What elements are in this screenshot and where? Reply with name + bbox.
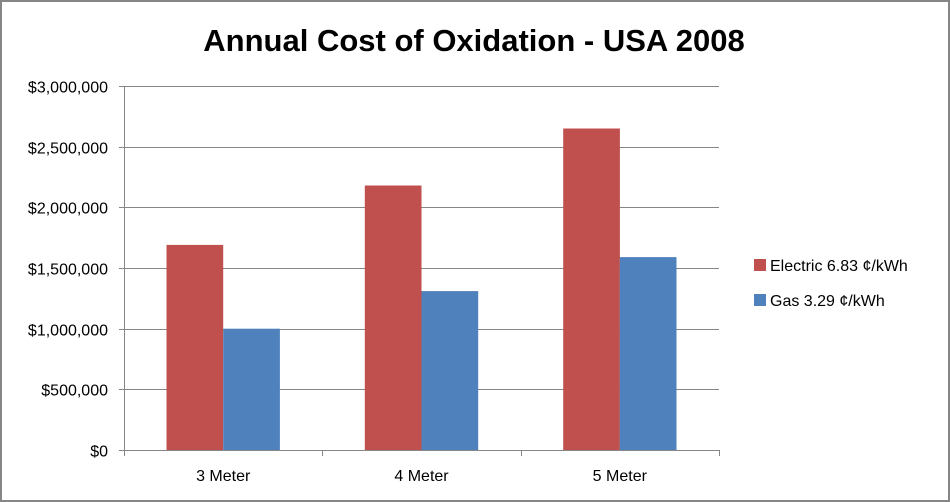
x-tick-label: 5 Meter [593, 468, 648, 485]
y-tick-label: $3,000,000 [28, 80, 108, 97]
chart-title: Annual Cost of Oxidation - USA 2008 [203, 23, 744, 58]
y-axis-tick-labels: $0 $500,000 $1,000,000 $1,500,000 $2,000,000… [28, 80, 108, 461]
x-axis-tick-labels: 3 Meter 4 Meter 5 Meter [196, 468, 648, 485]
y-tick-label: $1,500,000 [28, 262, 108, 279]
x-tick-label: 4 Meter [394, 468, 449, 485]
bar-electric-1 [166, 244, 224, 450]
legend-swatch [754, 259, 766, 271]
bar-electric-2 [364, 185, 422, 450]
y-tick-label: $2,000,000 [28, 201, 108, 218]
bar-gas-1 [223, 328, 280, 450]
y-tick-label: $1,000,000 [28, 323, 108, 340]
legend-label: Electric 6.83 ¢/kWh [770, 258, 908, 275]
bar-electric-3 [563, 128, 620, 450]
y-tick-label: $2,500,000 [28, 141, 108, 158]
y-tick-label: $0 [90, 444, 108, 461]
y-tick-label: $500,000 [41, 383, 108, 400]
bar-gas-2 [421, 291, 479, 450]
legend: Electric 6.83 ¢/kWh Gas 3.29 ¢/kWh [754, 258, 908, 310]
legend-label: Gas 3.29 ¢/kWh [770, 293, 885, 310]
bars [166, 128, 677, 450]
legend-swatch [754, 294, 766, 306]
bar-gas-3 [619, 257, 677, 450]
x-tick-label: 3 Meter [196, 468, 251, 485]
axes [119, 86, 720, 456]
